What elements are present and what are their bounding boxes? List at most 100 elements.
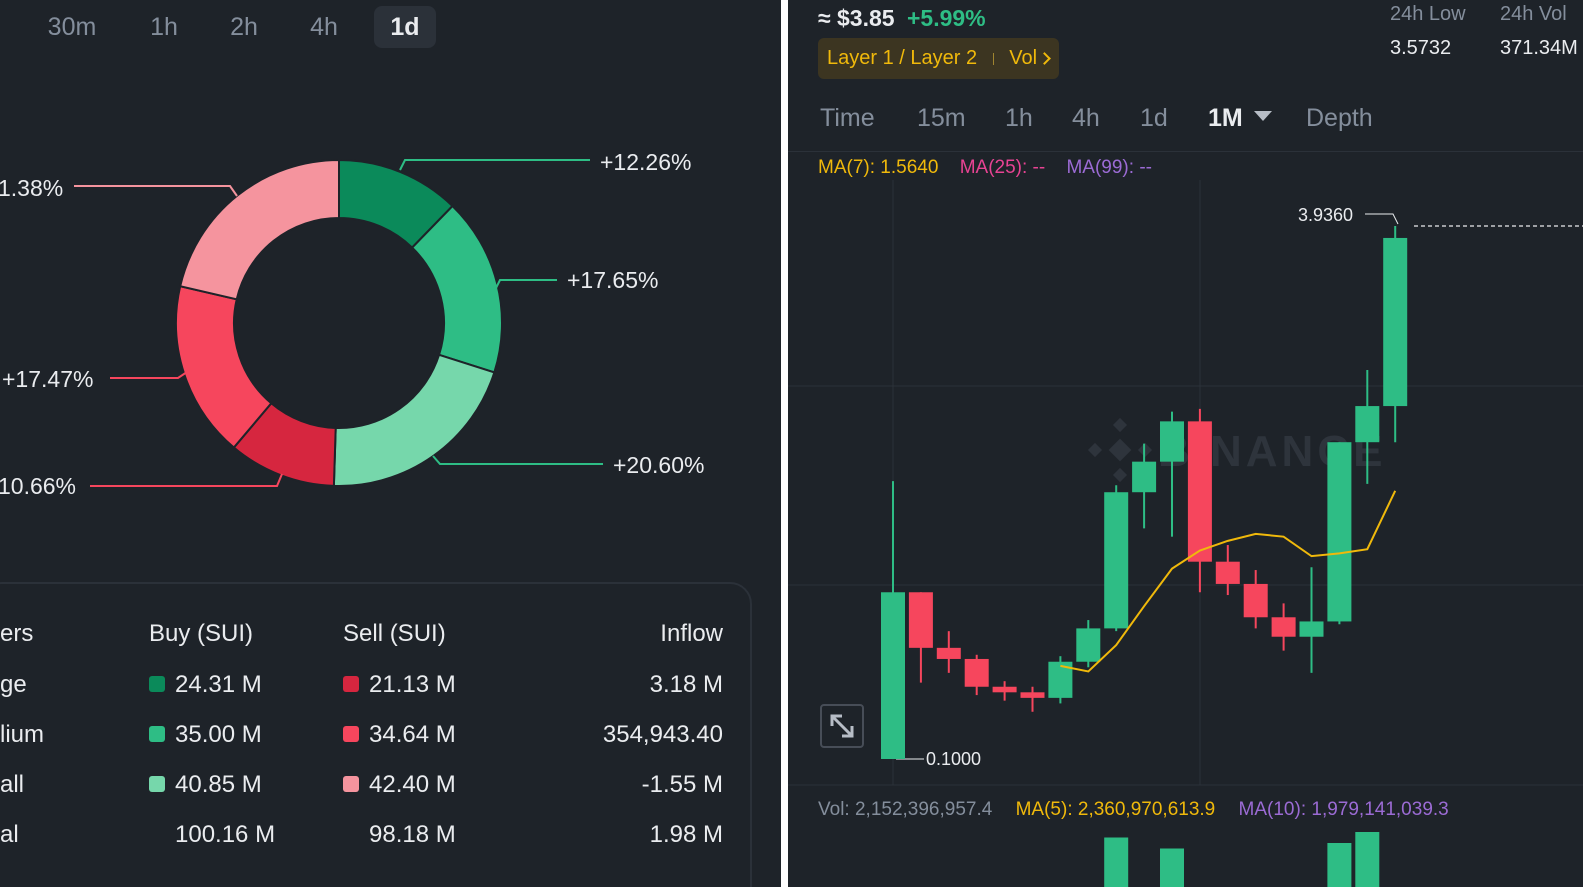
donut-label-seg1: +12.26%	[600, 149, 692, 175]
volume-bar	[1104, 837, 1129, 887]
row-name: ge	[0, 671, 27, 698]
volume-legend: Vol: 2,152,396,957.4 MA(5): 2,360,970,61…	[818, 799, 1449, 821]
chart-grid	[788, 180, 1583, 786]
tag-separator	[992, 52, 994, 65]
volume-bar	[1355, 832, 1380, 887]
row-buy: 40.85 M	[149, 771, 262, 799]
row-buy: 100.16 M	[175, 821, 276, 848]
leader-line-seg3	[432, 455, 603, 465]
expand-icon[interactable]	[820, 704, 864, 748]
category-label: Layer 1 / Layer 2	[827, 47, 978, 69]
col-header-orders: ers	[0, 620, 34, 647]
candlestick-chart: BINANCE 3.9360 0.1000	[788, 180, 1583, 887]
candle-body	[1299, 621, 1324, 637]
timeframe-4h[interactable]: 4h	[310, 13, 338, 41]
tab-1d[interactable]: 1d	[1140, 104, 1168, 132]
leader-line-seg4	[90, 473, 283, 487]
candle-body	[1383, 237, 1408, 407]
candle-body	[1187, 421, 1212, 562]
tab-15m[interactable]: 15m	[917, 104, 966, 132]
money-flow-panel: 30m 1h 2h 4h 1d +12.26% +17.65% +20.60% …	[0, 0, 781, 887]
sell-swatch	[343, 725, 359, 742]
category-tag[interactable]: Layer 1 / Layer 2 Vol	[818, 38, 1060, 79]
tab-depth[interactable]: Depth	[1306, 104, 1373, 132]
low-price-label: 0.1000	[926, 749, 981, 769]
buy-swatch	[149, 675, 165, 692]
stat-24h-vol-label: 24h Vol	[1500, 3, 1567, 25]
donut-label-seg2: +17.65%	[567, 267, 659, 293]
candle-body	[1243, 583, 1268, 618]
candle-body	[1355, 406, 1380, 443]
candle-body	[1076, 628, 1101, 662]
donut-label-seg6: 1.38%	[0, 175, 64, 201]
timeframe-1d[interactable]: 1d	[374, 6, 436, 48]
ma-legend: MA(7): 1.5640 MA(25): -- MA(99): --	[818, 157, 1152, 179]
vol-value: Vol: 2,152,396,957.4	[818, 799, 993, 820]
ma7-line	[1060, 490, 1397, 673]
row-inflow: 3.18 M	[649, 671, 723, 698]
tab-4h[interactable]: 4h	[1072, 104, 1100, 132]
row-inflow: 1.98 M	[649, 821, 723, 848]
timeframe-30m[interactable]: 30m	[47, 13, 97, 41]
row-sell: 34.64 M	[343, 721, 456, 749]
leader-line-seg1	[399, 159, 590, 171]
current-price: ≈ $3.85	[818, 5, 895, 31]
candle-body	[1327, 442, 1352, 622]
candle-body	[881, 592, 905, 759]
sell-swatch	[343, 775, 359, 792]
candle-body	[1020, 692, 1045, 698]
high-price-label: 3.9360	[1298, 205, 1353, 225]
panel-divider	[781, 0, 788, 887]
volume-bar	[1327, 843, 1352, 887]
price-change: +5.99%	[906, 5, 986, 31]
tab-1m[interactable]: 1M	[1208, 104, 1272, 133]
candle-body	[964, 658, 989, 687]
caret-down-icon	[1253, 111, 1272, 122]
donut-label-seg5: +17.47%	[2, 366, 94, 392]
sell-swatch	[343, 675, 359, 692]
vol-ma10: MA(10): 1,979,141,039.3	[1238, 799, 1449, 820]
ma7-legend: MA(7): 1.5640	[818, 157, 939, 178]
timeframe-2h[interactable]: 2h	[230, 13, 258, 41]
candle-body	[992, 686, 1017, 693]
stat-24h-low-value: 3.5732	[1390, 37, 1452, 59]
high-marker-leader	[1365, 213, 1399, 225]
ma25-legend: MA(25): --	[959, 157, 1046, 178]
col-header-inflow: Inflow	[660, 620, 723, 647]
leader-line-seg2	[494, 279, 557, 291]
flow-donut-chart	[74, 158, 603, 487]
candle-body	[1104, 492, 1129, 629]
row-name: al	[0, 821, 19, 848]
price-chart-panel: ≈ $3.85 +5.99% Layer 1 / Layer 2 Vol 24h…	[788, 0, 1583, 887]
timeframe-1h[interactable]: 1h	[150, 13, 178, 41]
donut-segment-6	[179, 158, 340, 301]
stat-24h-low-label: 24h Low	[1390, 3, 1466, 25]
row-buy: 24.31 M	[149, 671, 262, 699]
ma99-legend: MA(99): --	[1066, 157, 1152, 178]
buy-swatch	[149, 725, 165, 742]
row-inflow: 354,943.40	[602, 721, 723, 748]
row-sell: 42.40 M	[343, 771, 456, 799]
tabs-divider	[788, 151, 1583, 152]
leader-line-seg5	[110, 371, 188, 379]
donut-label-seg3: +20.60%	[613, 452, 705, 478]
flow-table	[0, 582, 752, 887]
col-header-buy: Buy (SUI)	[149, 620, 254, 647]
row-sell: 98.18 M	[369, 821, 456, 848]
row-sell: 21.13 M	[343, 671, 456, 699]
tab-1h[interactable]: 1h	[1005, 104, 1033, 132]
price-header: ≈ $3.85 +5.99%	[818, 5, 986, 32]
stat-24h-vol-value: 371.34M	[1500, 37, 1578, 59]
candle-body	[1132, 461, 1157, 493]
candle-body	[1215, 561, 1240, 584]
leader-line-seg6	[74, 185, 238, 197]
candle-body	[1160, 421, 1184, 462]
tab-time[interactable]: Time	[820, 104, 875, 132]
vol-label: Vol	[1009, 47, 1038, 69]
candle-body	[936, 647, 961, 659]
row-name: lium	[0, 721, 45, 748]
row-buy: 35.00 M	[149, 721, 262, 749]
buy-swatch	[149, 775, 165, 792]
volume-bar	[1160, 848, 1184, 887]
donut-segment-3	[332, 353, 496, 487]
